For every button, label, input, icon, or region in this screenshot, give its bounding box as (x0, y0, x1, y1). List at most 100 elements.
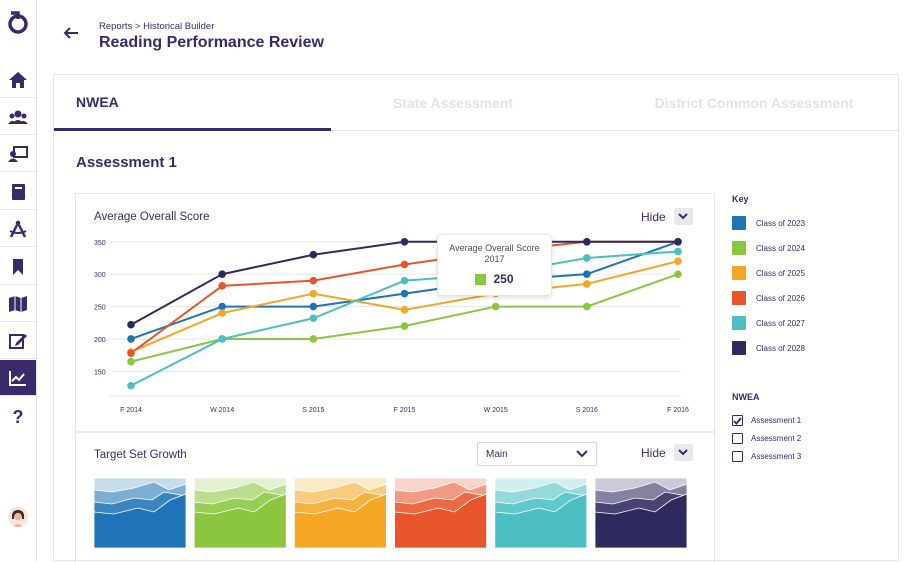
x-tick-label: F 2015 (394, 407, 416, 414)
assessment-label: Assessment 2 (751, 434, 802, 443)
data-point[interactable] (218, 335, 226, 343)
chart-key: Key Class of 2023 Class of 2024 Class of 2… (732, 194, 892, 462)
growth-area-chart[interactable] (293, 478, 387, 549)
checkbox-icon[interactable] (732, 433, 743, 444)
x-tick-label: F 2016 (667, 407, 689, 414)
sidebar-item-help[interactable]: ? (0, 398, 36, 434)
data-point[interactable] (127, 357, 135, 366)
growth-hide-label: Hide (641, 445, 666, 460)
section-title: Assessment 1 (76, 154, 177, 171)
data-point[interactable] (218, 282, 226, 290)
key-item: Class of 2025 (732, 266, 805, 280)
growth-area-layer (494, 493, 588, 549)
tooltip-title: Average Overall Score (449, 243, 540, 253)
app-logo-icon[interactable] (7, 10, 29, 34)
data-point[interactable] (309, 250, 318, 259)
data-point[interactable] (309, 302, 318, 311)
data-point[interactable] (127, 335, 135, 343)
growth-area-chart[interactable] (394, 478, 488, 549)
growth-area-layer (94, 493, 187, 549)
sidebar-item-library[interactable] (0, 174, 36, 210)
data-point[interactable] (400, 322, 409, 330)
tab-nwea[interactable]: NWEA (54, 75, 331, 131)
home-icon (9, 71, 27, 88)
back-arrow-icon[interactable] (62, 24, 80, 42)
chart-hide-button[interactable]: Hide (641, 208, 693, 225)
data-point[interactable] (583, 270, 591, 278)
key-item: Class of 2027 (732, 316, 805, 330)
key-item: Class of 2024 (732, 241, 805, 255)
data-point[interactable] (583, 237, 591, 246)
data-point[interactable] (127, 349, 135, 358)
data-point[interactable] (674, 257, 682, 266)
checkbox-icon[interactable] (732, 451, 743, 462)
data-point[interactable] (583, 254, 591, 262)
x-tick-label: W 2015 (484, 407, 508, 414)
key-item: Class of 2028 (732, 341, 805, 355)
y-tick-label: 300 (94, 272, 106, 279)
data-point[interactable] (400, 260, 409, 269)
growth-area-layer (193, 493, 287, 549)
assessment-checkbox-item[interactable]: Assessment 2 (732, 433, 801, 444)
growth-area-chart[interactable] (594, 478, 688, 549)
key-swatch (732, 316, 746, 330)
assessment-checkbox-item[interactable]: Assessment 3 (732, 451, 801, 462)
data-point[interactable] (674, 270, 682, 278)
tab-district-common-assessment[interactable]: District Common Assessment (654, 95, 854, 111)
growth-hide-button[interactable]: Hide (641, 444, 693, 461)
data-point[interactable] (583, 302, 591, 311)
growth-area-chart[interactable] (94, 478, 187, 549)
data-point[interactable] (400, 289, 409, 298)
series-line (130, 240, 678, 355)
data-point[interactable] (309, 335, 318, 343)
sidebar-item-map[interactable] (0, 286, 36, 322)
growth-area-chart[interactable] (494, 478, 588, 549)
help-icon: ? (13, 407, 24, 425)
sidebar-item-home[interactable] (0, 62, 36, 98)
sidebar-item-edit[interactable] (0, 323, 36, 359)
nwea-filter-title: NWEA (732, 392, 760, 402)
key-swatch (732, 216, 746, 230)
key-swatch (732, 341, 746, 355)
data-point[interactable] (674, 247, 682, 256)
classroom-icon (8, 145, 28, 162)
key-label: Class of 2025 (756, 268, 805, 278)
tooltip-value: 250 (493, 272, 514, 286)
key-swatch (732, 291, 746, 305)
data-point[interactable] (400, 276, 409, 285)
avatar[interactable] (8, 507, 28, 527)
tooltip-swatch (475, 273, 487, 285)
data-point[interactable] (309, 276, 318, 285)
sidebar-item-reports[interactable] (0, 360, 36, 396)
data-point[interactable] (309, 289, 318, 298)
data-point[interactable] (309, 314, 318, 323)
growth-area-chart[interactable] (193, 478, 287, 549)
tooltip-year: 2017 (484, 254, 505, 264)
tab-state-assessment[interactable]: State Assessment (392, 95, 514, 111)
data-point[interactable] (583, 280, 591, 288)
data-point[interactable] (674, 237, 682, 246)
checkbox-checked-icon[interactable] (732, 415, 743, 426)
data-point[interactable] (218, 309, 226, 317)
growth-area-layer (293, 493, 387, 549)
x-tick-label: S 2015 (302, 407, 324, 414)
sidebar-item-classroom[interactable] (0, 136, 36, 172)
book-icon (12, 183, 25, 200)
sidebar-item-tools[interactable] (0, 211, 36, 247)
data-point[interactable] (491, 302, 500, 311)
sidebar-item-bookmarks[interactable] (0, 249, 36, 285)
assessment-checkbox-item[interactable]: Assessment 1 (732, 415, 801, 426)
data-point[interactable] (400, 306, 409, 314)
breadcrumb[interactable]: Reports > Historical Builder (99, 21, 215, 32)
data-point[interactable] (127, 381, 135, 390)
data-point[interactable] (127, 320, 135, 329)
data-point[interactable] (400, 237, 409, 246)
chevron-down-icon (576, 450, 588, 458)
sidebar-item-users[interactable] (0, 99, 36, 135)
data-point[interactable] (218, 302, 226, 311)
key-label: Class of 2026 (756, 293, 805, 303)
growth-select[interactable]: Main (477, 442, 597, 466)
growth-area-layer (394, 493, 488, 549)
bookmark-icon (13, 258, 23, 275)
data-point[interactable] (218, 270, 226, 278)
